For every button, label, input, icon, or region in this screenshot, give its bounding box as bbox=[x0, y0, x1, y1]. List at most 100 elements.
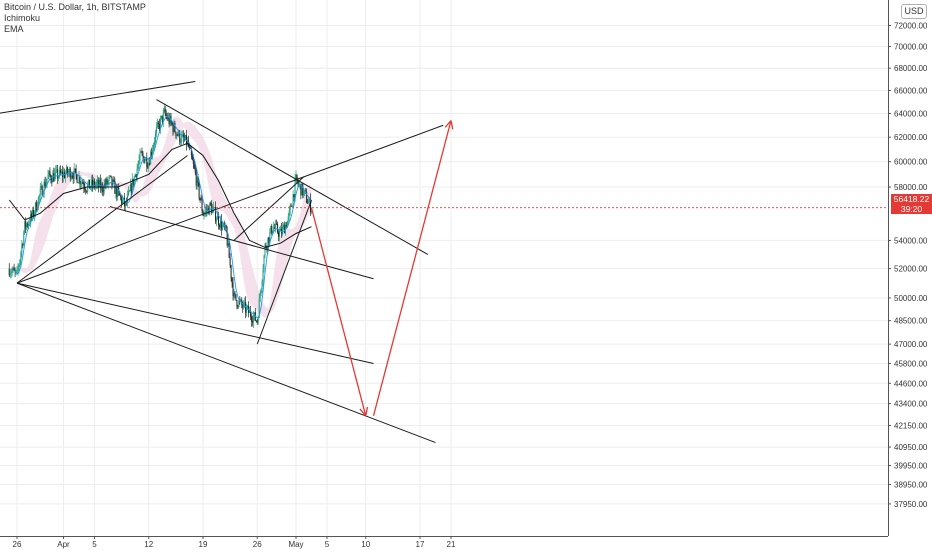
trendline[interactable] bbox=[16, 124, 444, 284]
candle-body bbox=[278, 232, 280, 237]
candle-body bbox=[131, 178, 133, 193]
candle-body bbox=[108, 177, 110, 182]
legend-ichimoku[interactable]: Ichimoku bbox=[4, 13, 41, 23]
candle-body bbox=[37, 197, 39, 208]
candle-body bbox=[34, 202, 36, 213]
candle-body bbox=[49, 171, 51, 176]
candle-body bbox=[96, 180, 98, 183]
candle-body bbox=[293, 194, 295, 198]
candle-body bbox=[82, 182, 84, 184]
candle-body bbox=[288, 210, 290, 217]
trendline[interactable] bbox=[109, 206, 374, 280]
candle-body bbox=[275, 223, 277, 229]
candle-body bbox=[75, 168, 77, 175]
candle-body bbox=[228, 242, 230, 258]
projection-up-arrow[interactable] bbox=[372, 120, 452, 416]
candle-body bbox=[79, 176, 81, 185]
candle-body bbox=[281, 226, 283, 234]
candle-body bbox=[197, 177, 199, 184]
candle-body bbox=[161, 115, 163, 123]
candle-body bbox=[55, 170, 57, 174]
candle-body bbox=[277, 224, 279, 233]
candle-body bbox=[54, 173, 56, 182]
candle-body bbox=[289, 205, 291, 211]
candle-body bbox=[51, 180, 53, 183]
y-tick-label: 38950.00 bbox=[894, 480, 928, 489]
candle-body bbox=[116, 186, 118, 197]
trendline[interactable] bbox=[16, 282, 374, 364]
candle-body bbox=[309, 198, 311, 202]
candle-body bbox=[308, 201, 310, 204]
candle-body bbox=[90, 186, 92, 189]
legend-symbol[interactable]: Bitcoin / U.S. Dollar, 1h, BITSTAMP bbox=[4, 2, 146, 12]
candle-body bbox=[249, 310, 250, 313]
candle-body bbox=[122, 199, 124, 204]
candle-body bbox=[87, 184, 89, 192]
candle-body bbox=[138, 160, 140, 165]
candle-body bbox=[134, 174, 136, 177]
y-tick-label: 43400.00 bbox=[894, 400, 928, 409]
candle-body bbox=[196, 177, 198, 186]
candle-body bbox=[217, 215, 219, 220]
trendline[interactable] bbox=[16, 282, 436, 443]
candle-body bbox=[129, 184, 131, 191]
time-axis[interactable] bbox=[0, 536, 932, 550]
x-tick-label: 10 bbox=[361, 540, 370, 549]
trendline[interactable] bbox=[256, 199, 312, 345]
candle-body bbox=[262, 269, 264, 281]
candle-body bbox=[166, 115, 168, 120]
candle-body bbox=[9, 273, 11, 276]
candle-body bbox=[301, 183, 303, 196]
candle-body bbox=[125, 202, 126, 207]
candle-body bbox=[307, 202, 309, 204]
candle-body bbox=[35, 202, 37, 211]
candle-body bbox=[263, 255, 265, 270]
candle-body bbox=[303, 191, 305, 196]
ichimoku-conversion-line bbox=[12, 115, 312, 319]
candle-body bbox=[163, 108, 165, 112]
trendline[interactable] bbox=[156, 99, 428, 255]
candle-body bbox=[310, 198, 312, 213]
price-axis[interactable] bbox=[888, 0, 932, 550]
candle-body bbox=[199, 197, 201, 200]
candle-body bbox=[209, 202, 211, 215]
legend-ema[interactable]: EMA bbox=[4, 24, 24, 34]
projection-down-arrow[interactable] bbox=[310, 207, 367, 416]
candle-body bbox=[218, 225, 220, 228]
trendline-drawings[interactable] bbox=[0, 81, 454, 443]
candle-body bbox=[142, 153, 144, 157]
candle-body bbox=[291, 205, 293, 207]
candle-body bbox=[250, 316, 252, 322]
trendline[interactable] bbox=[16, 155, 188, 284]
candle-body bbox=[159, 118, 161, 130]
currency-button[interactable]: USD bbox=[901, 4, 927, 19]
candle-body bbox=[81, 182, 83, 184]
candle-body bbox=[244, 301, 246, 303]
candle-body bbox=[260, 288, 262, 294]
candle-body bbox=[178, 131, 180, 136]
trendline[interactable] bbox=[233, 176, 305, 241]
candle-body bbox=[28, 223, 30, 226]
candle-body bbox=[221, 225, 223, 230]
candle-body bbox=[80, 183, 82, 185]
candle-body bbox=[45, 182, 47, 187]
candle-body bbox=[20, 252, 22, 260]
trendline[interactable] bbox=[0, 81, 196, 122]
candle-body bbox=[237, 306, 239, 308]
candle-body bbox=[183, 134, 185, 139]
candle-body bbox=[272, 230, 274, 234]
candle-body bbox=[207, 207, 209, 211]
candle-body bbox=[271, 225, 273, 234]
candle-body bbox=[205, 209, 207, 212]
candle-body bbox=[127, 191, 129, 196]
candle-body bbox=[121, 196, 123, 204]
candle-body bbox=[111, 176, 113, 186]
chart-grid bbox=[0, 0, 888, 536]
candle-body bbox=[145, 157, 147, 161]
candle-body bbox=[120, 195, 122, 197]
candle-body bbox=[56, 169, 58, 171]
y-tick-label: 58000.00 bbox=[894, 183, 928, 192]
candle-body bbox=[188, 146, 190, 148]
